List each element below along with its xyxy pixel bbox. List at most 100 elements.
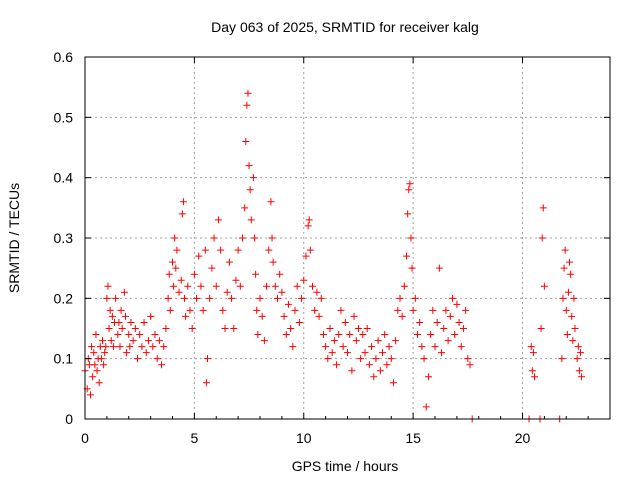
data-point	[201, 246, 209, 254]
x-tick-label: 0	[81, 430, 89, 446]
data-point	[578, 373, 586, 381]
data-point	[398, 312, 406, 320]
data-point	[241, 204, 249, 212]
data-point	[230, 325, 238, 332]
data-point	[330, 337, 338, 345]
data-point	[234, 246, 242, 254]
data-point	[379, 349, 386, 357]
data-point	[193, 294, 201, 302]
data-point	[129, 337, 137, 345]
data-point	[335, 331, 343, 339]
data-point	[444, 337, 452, 345]
data-point	[197, 282, 205, 290]
data-point	[239, 234, 246, 242]
data-point	[263, 282, 271, 290]
data-point	[568, 312, 576, 320]
data-point	[268, 234, 276, 242]
data-point	[287, 325, 295, 332]
data-point	[570, 294, 578, 302]
y-tick-label: 0.5	[54, 109, 74, 125]
data-point	[311, 306, 319, 314]
data-point	[313, 288, 321, 296]
data-point	[138, 343, 146, 351]
data-point	[184, 282, 192, 290]
data-point	[251, 234, 259, 242]
data-point	[265, 246, 273, 254]
data-point	[114, 331, 122, 339]
data-point	[107, 337, 115, 345]
data-point	[433, 318, 441, 326]
data-point	[131, 325, 139, 332]
data-point	[182, 312, 190, 320]
data-point	[172, 264, 180, 272]
data-point	[212, 282, 220, 290]
data-point	[453, 300, 461, 308]
data-point	[246, 186, 254, 194]
data-point	[140, 318, 148, 326]
data-point	[574, 343, 582, 351]
data-point	[100, 361, 108, 369]
data-point	[298, 294, 306, 302]
data-point	[253, 306, 261, 314]
data-point	[91, 361, 99, 369]
data-point	[383, 361, 391, 369]
data-point	[449, 294, 456, 302]
data-point	[405, 186, 413, 194]
data-point	[368, 343, 376, 351]
data-point	[333, 361, 341, 369]
data-point	[365, 361, 373, 369]
data-point	[567, 270, 575, 278]
data-point	[357, 355, 365, 363]
data-point	[282, 331, 290, 339]
data-point	[440, 325, 448, 332]
data-point	[387, 355, 395, 363]
data-point	[170, 282, 178, 290]
data-point	[372, 355, 380, 363]
data-point	[559, 294, 567, 302]
data-point	[424, 373, 432, 381]
data-point	[538, 234, 546, 242]
data-point	[126, 343, 134, 351]
x-axis-label: GPS time / hours	[292, 458, 399, 474]
data-point	[539, 204, 547, 212]
data-point	[116, 343, 124, 351]
data-point	[455, 318, 463, 326]
data-point	[162, 325, 170, 332]
data-point	[322, 343, 330, 351]
data-point	[134, 355, 141, 363]
data-point	[302, 252, 310, 260]
data-point	[228, 294, 236, 302]
data-point	[158, 361, 166, 369]
data-point	[348, 367, 356, 375]
data-point	[315, 312, 323, 320]
data-point	[361, 349, 369, 357]
data-point	[291, 306, 299, 314]
data-point	[400, 282, 408, 290]
data-point	[309, 282, 316, 290]
data-point	[306, 246, 314, 254]
data-point	[573, 355, 581, 363]
data-point	[105, 325, 113, 332]
data-point	[385, 343, 393, 351]
data-point	[429, 306, 437, 314]
data-point	[328, 349, 336, 357]
data-point	[208, 264, 216, 272]
data-point	[344, 349, 351, 357]
y-tick-label: 0.2	[54, 290, 74, 306]
data-point	[102, 343, 110, 351]
data-point	[324, 355, 332, 363]
data-point	[190, 270, 198, 278]
y-tick-label: 0.3	[54, 230, 74, 246]
tick-labels: 0 0.1 0.2 0.3 0.4 0.5 0.6 0 5 10 15 20	[54, 49, 531, 446]
x-tick-label: 15	[405, 430, 421, 446]
x-tick-label: 10	[296, 430, 312, 446]
data-point	[144, 337, 152, 345]
data-point	[151, 331, 159, 339]
data-point	[121, 312, 129, 320]
data-point	[252, 270, 260, 278]
data-point	[249, 174, 257, 182]
data-point	[414, 331, 421, 339]
data-point	[304, 222, 312, 230]
data-point	[420, 355, 428, 363]
data-point	[451, 331, 459, 339]
